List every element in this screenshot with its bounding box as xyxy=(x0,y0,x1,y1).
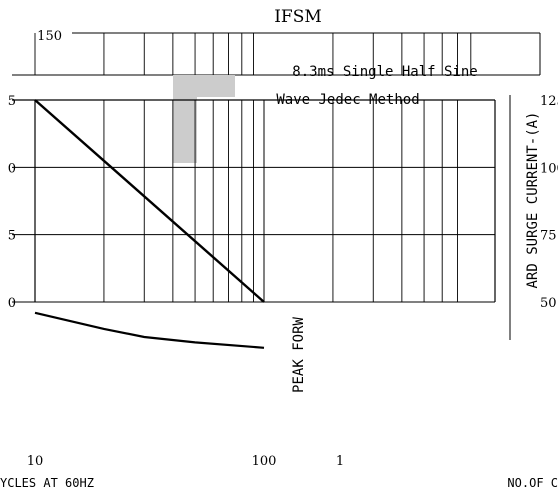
y-axis-label: ARD SURGE CURRENT-(A) xyxy=(525,111,541,288)
left-tick-label: 5 xyxy=(8,94,16,109)
chart-title: IFSM xyxy=(274,7,322,27)
top-tick-label: 150 xyxy=(37,29,62,44)
annotation-line-1: 8.3ms Single Half Sine xyxy=(292,64,477,80)
y-axis-label-fragment: PEAK FORW xyxy=(291,317,307,393)
x-tick-labels: 10 100 1 xyxy=(27,454,344,469)
lower-curve-line xyxy=(34,311,265,349)
right-tick-label: 50 xyxy=(540,296,557,311)
x-tick-label: 100 xyxy=(252,454,277,469)
top-frame-gridlines xyxy=(34,33,472,75)
grey-artifact-strip xyxy=(197,75,235,97)
left-tick-label: 5 xyxy=(8,229,16,244)
series-line xyxy=(34,99,265,303)
gridlines xyxy=(12,100,495,303)
right-tick-label: 125 xyxy=(540,94,558,109)
left-tick-label: 0 xyxy=(8,296,16,311)
right-tick-label: 100 xyxy=(540,161,558,176)
grey-artifact-bar xyxy=(173,75,197,163)
x-tick-label: 10 xyxy=(27,454,44,469)
x-tick-label: 1 xyxy=(336,454,344,469)
right-tick-labels: 125 100 75 50 xyxy=(540,94,558,311)
x-axis-label-right: NO.OF C xyxy=(507,476,558,490)
left-tick-label: 0 xyxy=(8,161,16,176)
left-tick-labels: 5 0 5 0 xyxy=(8,94,16,311)
x-axis-label-left: YCLES AT 60HZ xyxy=(0,476,94,490)
annotation-line-2: Wave Jedec Method xyxy=(276,92,419,108)
top-frame xyxy=(12,32,541,76)
series-layer xyxy=(34,99,265,349)
right-tick-label: 75 xyxy=(540,229,557,244)
